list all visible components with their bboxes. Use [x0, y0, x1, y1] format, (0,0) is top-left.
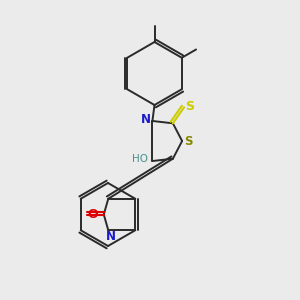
Text: N: N [141, 113, 151, 126]
Text: S: S [184, 135, 193, 148]
Text: HO: HO [132, 154, 148, 164]
Text: O: O [87, 208, 98, 221]
Text: N: N [106, 230, 116, 243]
Text: S: S [185, 100, 194, 113]
